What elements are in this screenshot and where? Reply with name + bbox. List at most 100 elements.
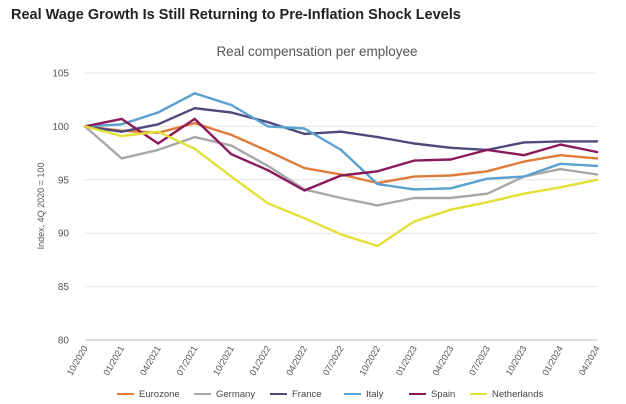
- data-point: [230, 133, 233, 137]
- x-tick-label: 10/2022: [357, 344, 382, 377]
- data-point: [522, 141, 526, 144]
- data-point: [486, 177, 489, 180]
- data-point: [156, 148, 160, 152]
- data-point: [376, 170, 379, 173]
- data-point: [449, 208, 452, 211]
- legend-swatch: [344, 392, 361, 396]
- x-tick-label: 01/2021: [101, 344, 126, 377]
- y-tick-label: 85: [58, 282, 70, 293]
- data-point: [303, 217, 306, 220]
- data-point: [339, 130, 343, 133]
- data-point: [266, 120, 270, 124]
- data-point: [339, 233, 343, 236]
- legend-label: Spain: [431, 388, 456, 400]
- data-point: [559, 154, 562, 157]
- data-point: [193, 92, 196, 95]
- data-point: [412, 159, 416, 162]
- data-point: [266, 202, 270, 205]
- x-tick-label: 04/2024: [577, 344, 602, 377]
- data-point: [449, 146, 452, 149]
- series-lines: [83, 92, 599, 248]
- legend-item: Spain: [409, 386, 455, 402]
- legend-label: Germany: [216, 388, 256, 400]
- x-tick-label: 10/2023: [504, 344, 529, 377]
- data-point: [412, 196, 416, 200]
- data-point: [230, 144, 233, 147]
- x-tick-label: 04/2021: [138, 344, 163, 377]
- data-point: [156, 111, 160, 114]
- data-point: [559, 186, 562, 189]
- data-point: [559, 140, 562, 143]
- data-point: [449, 196, 452, 200]
- data-point: [193, 147, 196, 151]
- legend-label: Eurozone: [139, 388, 180, 400]
- data-point: [303, 189, 306, 192]
- legend-item: Netherlands: [470, 386, 543, 402]
- legend-swatch: [409, 392, 426, 396]
- x-tick-label: 10/2020: [65, 344, 90, 377]
- data-point: [595, 164, 599, 168]
- data-point: [303, 127, 306, 130]
- chart-title: Real compensation per employee: [216, 44, 417, 59]
- data-point: [522, 160, 526, 163]
- data-point: [522, 192, 526, 195]
- data-point: [156, 123, 160, 126]
- data-point: [120, 157, 123, 160]
- y-tick-label: 80: [58, 336, 70, 347]
- data-point: [559, 167, 562, 171]
- data-point: [412, 220, 416, 223]
- data-point: [522, 154, 526, 157]
- y-tick-label: 90: [58, 229, 70, 240]
- data-point: [339, 148, 343, 152]
- data-point: [595, 178, 599, 181]
- data-point: [595, 150, 599, 154]
- x-tick-label: 07/2023: [467, 344, 492, 377]
- legend-item: France: [270, 386, 322, 402]
- data-point: [193, 121, 196, 125]
- legend-swatch: [117, 392, 134, 396]
- data-point: [230, 111, 233, 114]
- data-point: [266, 149, 270, 153]
- data-point: [376, 135, 379, 139]
- data-point: [376, 182, 379, 186]
- series-italy: [83, 92, 599, 191]
- legend-swatch: [470, 392, 487, 396]
- series-netherlands: [83, 125, 599, 248]
- data-point: [193, 135, 196, 139]
- x-tick-label: 07/2021: [175, 344, 200, 377]
- data-point: [449, 174, 452, 177]
- data-point: [486, 170, 489, 173]
- series-spain: [83, 117, 599, 192]
- data-point: [120, 134, 123, 138]
- data-point: [449, 158, 452, 161]
- chart-legend: Eurozone Germany France Italy Spain Netherlan…: [0, 386, 626, 402]
- data-point: [303, 166, 306, 170]
- series-france: [83, 106, 599, 152]
- y-axis-label: Index, 4Q 2020 = 100: [36, 163, 46, 250]
- data-point: [303, 132, 306, 136]
- data-point: [83, 125, 87, 128]
- data-point: [193, 107, 196, 110]
- data-point: [595, 140, 599, 143]
- data-point: [486, 201, 489, 204]
- data-point: [412, 175, 416, 178]
- y-tick-label: 100: [52, 122, 69, 133]
- y-tick-label: 95: [58, 175, 70, 186]
- data-point: [339, 196, 343, 200]
- data-point: [120, 123, 123, 126]
- data-point: [595, 173, 599, 176]
- x-tick-label: 10/2021: [211, 344, 236, 377]
- data-point: [376, 244, 379, 248]
- x-tick-label: 01/2023: [394, 344, 419, 377]
- data-point: [486, 192, 489, 195]
- x-tick-label: 04/2022: [284, 344, 309, 377]
- grid-lines: [85, 72, 597, 341]
- data-point: [412, 142, 416, 145]
- legend-label: Netherlands: [492, 388, 544, 400]
- data-point: [156, 142, 160, 145]
- data-point: [486, 148, 489, 152]
- legend-swatch: [194, 392, 211, 396]
- legend-item: Germany: [194, 386, 255, 402]
- data-point: [339, 174, 343, 177]
